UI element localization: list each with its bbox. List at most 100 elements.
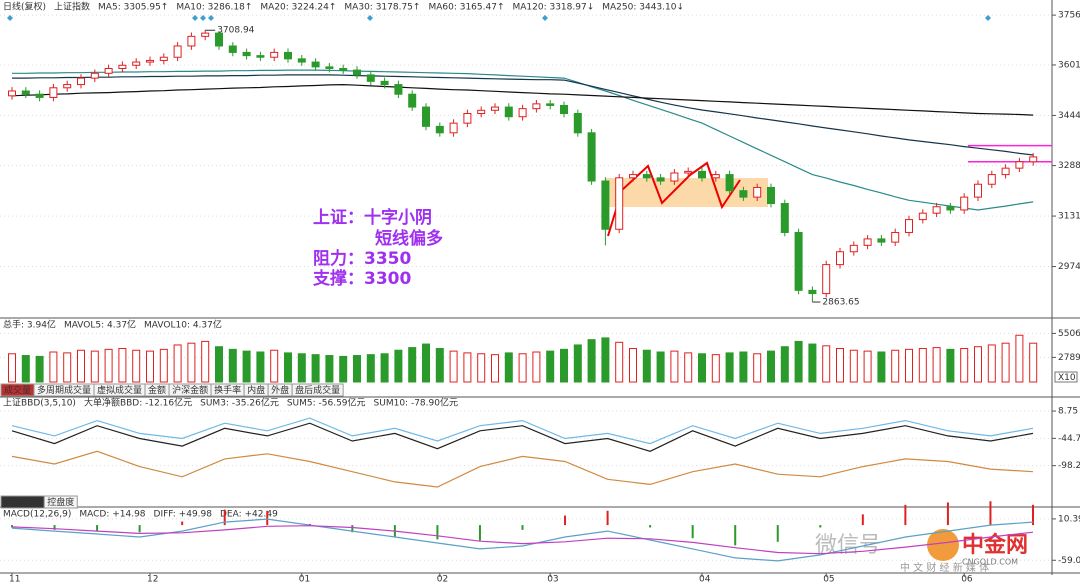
tab-label[interactable]: 盘后成交量: [295, 384, 340, 396]
tab-label[interactable]: 成交量: [4, 384, 31, 396]
volume-bar: [670, 350, 679, 383]
candle-body: [422, 106, 430, 127]
annotation: 支撑：3300: [313, 268, 411, 289]
candle-body: [132, 61, 141, 66]
x-tick-label: 04: [699, 575, 711, 584]
candle-body: [477, 109, 486, 115]
volume-bar: [905, 348, 913, 383]
volume-bar: [394, 349, 403, 383]
volume-bar: [656, 351, 665, 383]
y-tick-label: -59.03: [1058, 556, 1080, 566]
x-tick-label: 01: [299, 575, 310, 584]
volume-bar: [35, 355, 44, 383]
candle-body: [987, 174, 996, 185]
candle-body: [463, 113, 472, 124]
candle-body: [849, 244, 858, 253]
volume-bar: [739, 351, 748, 383]
bbd-line: [11, 422, 1034, 452]
candle-body: [891, 231, 900, 243]
volume-bar: [90, 350, 99, 383]
volume-bar: [642, 349, 651, 383]
tab-label[interactable]: 多周期成交量: [37, 384, 91, 396]
volume-bar: [63, 352, 72, 383]
candle-body: [670, 172, 679, 182]
candle-body: [974, 183, 982, 198]
candle-body: [642, 174, 651, 179]
volume-bar: [187, 342, 196, 383]
volume-bar: [477, 353, 486, 383]
tab-label[interactable]: 换手率: [214, 384, 241, 396]
volume-bar: [877, 351, 886, 383]
tab-label[interactable]: 控盘度: [47, 496, 74, 508]
volume-bar: [215, 346, 223, 383]
tab-label[interactable]: 虚拟成交量: [97, 384, 142, 396]
volume-bar: [753, 353, 762, 383]
candle-body: [201, 32, 210, 37]
volume-bar: [932, 347, 941, 383]
volume-bar: [684, 352, 693, 383]
volume-bar: [146, 350, 154, 383]
candle-body: [449, 122, 458, 134]
volume-bar: [560, 348, 568, 383]
volume-bar: [311, 354, 320, 383]
candle-body: [8, 90, 16, 97]
volume-bar: [422, 343, 430, 383]
x-tick-label: 03: [547, 575, 558, 584]
volume-bar: [21, 355, 30, 383]
volume-bar: [159, 348, 168, 383]
volume-bar: [284, 352, 292, 383]
volume-bar: [794, 340, 803, 383]
volume-bar: [546, 350, 555, 383]
volume-bar: [891, 349, 900, 383]
volume-bar: [836, 347, 844, 383]
legend-entry: DEA: +42.49: [220, 510, 278, 520]
tab[interactable]: [43, 495, 78, 509]
y-tick-label: 3756: [1058, 11, 1080, 21]
candle-body: [118, 64, 127, 69]
volume-bar: [104, 348, 113, 383]
volume-bar: [532, 351, 541, 383]
bbd-line: [11, 450, 1034, 488]
volume-bar: [946, 348, 955, 383]
volume-bar: [849, 349, 858, 383]
y-tick-label: 5506: [1058, 329, 1080, 339]
tab-label[interactable]: 内盘: [247, 384, 265, 396]
candle-body: [1029, 156, 1038, 163]
tab-label[interactable]: 外盘: [271, 384, 289, 396]
legend-entry: MA10: 3286.18↑: [176, 3, 252, 13]
volume-bar: [380, 353, 389, 383]
candle-body: [77, 77, 85, 86]
candle-body: [601, 180, 610, 230]
tab-label[interactable]: 沪深金额: [172, 384, 208, 396]
volume-bar: [297, 353, 306, 383]
volume-bar: [974, 346, 982, 383]
legend-entry: MAVOL10: 4.37亿: [144, 319, 222, 331]
bbd-line: [11, 417, 1034, 445]
volume-bar: [353, 355, 361, 383]
volume-bar: [725, 352, 734, 383]
x-tick-label: 12: [147, 575, 158, 584]
watermark: CNGOLD.COM: [962, 558, 1018, 567]
candle-body: [725, 174, 734, 192]
candle-body: [215, 32, 223, 47]
tab-label[interactable]: 金额: [148, 384, 166, 396]
volume-bar: [435, 347, 444, 383]
candle-body: [366, 74, 375, 82]
candle-body: [739, 190, 748, 198]
watermark-logo: [927, 529, 959, 561]
candle-body: [753, 186, 762, 198]
candle-body: [767, 186, 775, 205]
candle-body: [270, 51, 279, 58]
x-tick-label: 06: [961, 575, 973, 584]
candle-body: [877, 238, 886, 243]
tab-label[interactable]: 超级BBD: [4, 496, 41, 508]
volume-bar: [698, 353, 706, 383]
volume-bar: [463, 352, 472, 383]
volume-bar: [132, 349, 141, 383]
legend-entry: MAVOL5: 4.37亿: [64, 319, 136, 331]
ma-line: [12, 74, 1034, 156]
x-tick-label: 02: [437, 575, 448, 584]
candle-body: [629, 174, 637, 179]
macd-line: [11, 518, 1034, 562]
tab[interactable]: [291, 383, 344, 397]
